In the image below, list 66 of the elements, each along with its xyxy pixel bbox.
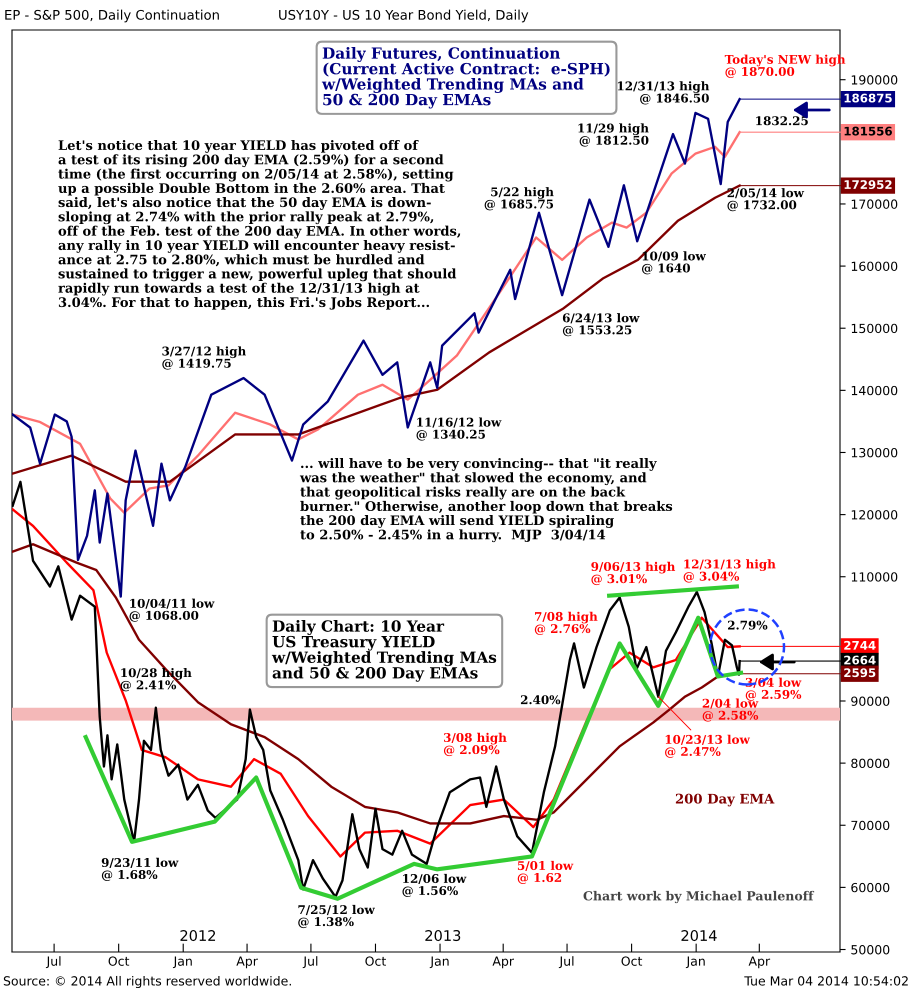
- annotation: 2664: [844, 656, 876, 664]
- annotation: 172952: [844, 180, 892, 190]
- annotation: 12/31/13 high @ 1846.50: [618, 81, 710, 105]
- text: Tue Mar 04 2014 10:54:02: [744, 976, 908, 986]
- annotation: 200 Day EMA: [676, 794, 774, 806]
- data-label: 10/23/13 low @ 2.47%: [665, 734, 750, 758]
- annotation: 10/09 low @ 1640: [642, 251, 706, 274]
- annotation: 2595: [844, 668, 876, 678]
- annotation: 2.40%: [520, 695, 560, 704]
- annotation: 5/22 high @ 1685.75: [484, 187, 554, 210]
- x2-tick-label: 2014: [681, 930, 717, 942]
- annotation: 11/16/12 low @ 1340.25: [416, 417, 502, 441]
- annotation: Chart work by Michael Paulenoff: [584, 890, 814, 904]
- annotation: 11/29 high @ 1812.50: [578, 123, 649, 147]
- data-label: 7/08 high @ 2.76%: [534, 612, 598, 636]
- x-tick-label: Apr: [236, 956, 258, 968]
- y-tick-label: 110000: [852, 572, 898, 582]
- chart-title: EP - S&P 500, Daily Continuation: [5, 10, 219, 22]
- x-tick-label: Apr: [748, 956, 770, 968]
- x-tick-label: Jan: [686, 956, 705, 968]
- data-label: 2/04 low @ 2.58%: [702, 698, 758, 722]
- annotation: Daily Futures, Continuation (Current Active Contract: e-SPH) w/Weighted Trending MAs and 50 & 200 Day EMAs: [322, 47, 610, 109]
- annotation: 2744: [844, 640, 876, 650]
- x2-tick-label: 2013: [425, 930, 460, 942]
- annotation: 2/05/14 low @ 1732.00: [728, 188, 804, 212]
- x-tick-label: Oct: [365, 956, 386, 966]
- y-tick-label: 160000: [852, 262, 898, 272]
- x-tick-label: Jan: [172, 956, 192, 968]
- data-label: 5/01 low @ 1.62: [518, 860, 574, 884]
- y-tick-label: 60000: [851, 882, 890, 892]
- data-label: 9/23/11 low @ 1.68%: [102, 858, 179, 881]
- annotation: ... will have to be very convincing-- that "it really was the weather" that slowed the economy, and that geopolitical risks really are on the back burner." Otherwise, another loop down that breaks the 200 day EMA will send YIELD spiraling to 2.50% - 2.45% in a hurry. MJP 3/04/14: [300, 458, 672, 542]
- annotation: 3/27/12 high @ 1419.75: [162, 346, 246, 370]
- annotation: 181556: [844, 126, 892, 136]
- annotation: 6/24/13 low @ 1553.25: [562, 313, 640, 336]
- y-tick-label: 50000: [851, 944, 890, 954]
- y-tick-label: 90000: [851, 696, 890, 706]
- y-tick-label: 170000: [852, 199, 898, 209]
- y-tick-label: 150000: [852, 324, 898, 334]
- data-label: 12/06 low @ 1.56%: [402, 874, 466, 898]
- chart-title: USY10Y - US 10 Year Bond Yield, Daily: [279, 10, 528, 22]
- x-tick-label: Jul: [46, 956, 60, 968]
- y-tick-label: 190000: [852, 75, 898, 85]
- x-tick-label: Jul: [558, 956, 574, 968]
- x-tick-label: Oct: [621, 956, 642, 966]
- x2-tick-label: 2012: [180, 930, 216, 942]
- annotation: 2.79%: [728, 620, 768, 630]
- x-tick-label: Apr: [492, 956, 514, 968]
- x-tick-label: Oct: [108, 956, 130, 966]
- annotation: 186875: [844, 94, 892, 103]
- annotation: 10/04/11 low @ 1068.00: [130, 598, 215, 622]
- data-label: 12/31/13 high @ 3.04%: [684, 559, 776, 583]
- data-label: 7/25/12 low @ 1.38%: [298, 904, 375, 928]
- text: Let's notice that 10 year YIELD has pivoted off of a test of its rising 200 day EMA (2.59%) for a second time (the first occurring on 2/05/14 at 2.58%), setting up a possible Double Bottom in the 2.60% area. That said, let's also notice that the 50 day EMA is down- sloping at 2.74% with the prior rally peak at 2.79%, off of the Feb. test of the 200 day EMA. In other words, any rally in 10 year YIELD will encounter heavy resist- ance at 2.75 to 2.80%, which must be hurdled and sustained to trigger a new, powerful upleg that should rapidly run towards a test of the 12/31/13 high at 3.04%. For that to happen, this Fri.'s Jobs Report...: [58, 140, 460, 310]
- y-tick-label: 80000: [851, 758, 890, 768]
- y-tick-label: 130000: [852, 448, 898, 458]
- annotation: 1832.25: [756, 116, 808, 126]
- x-tick-label: Jan: [430, 956, 449, 968]
- data-label: 3/08 high @ 2.09%: [444, 732, 507, 756]
- source-note: Source: © 2014 All rights reserved worldwide.: [4, 976, 291, 988]
- y-tick-label: 140000: [852, 386, 898, 396]
- annotation: Daily Chart: 10 Year US Treasury YIELD w/Weighted Trending MAs and 50 & 200 Day EMAs: [272, 620, 496, 682]
- x-tick-label: Jul: [302, 956, 318, 968]
- y-tick-label: 120000: [852, 510, 898, 520]
- data-label: 9/06/13 high @ 3.01%: [591, 562, 676, 586]
- y-tick-label: 70000: [851, 820, 890, 830]
